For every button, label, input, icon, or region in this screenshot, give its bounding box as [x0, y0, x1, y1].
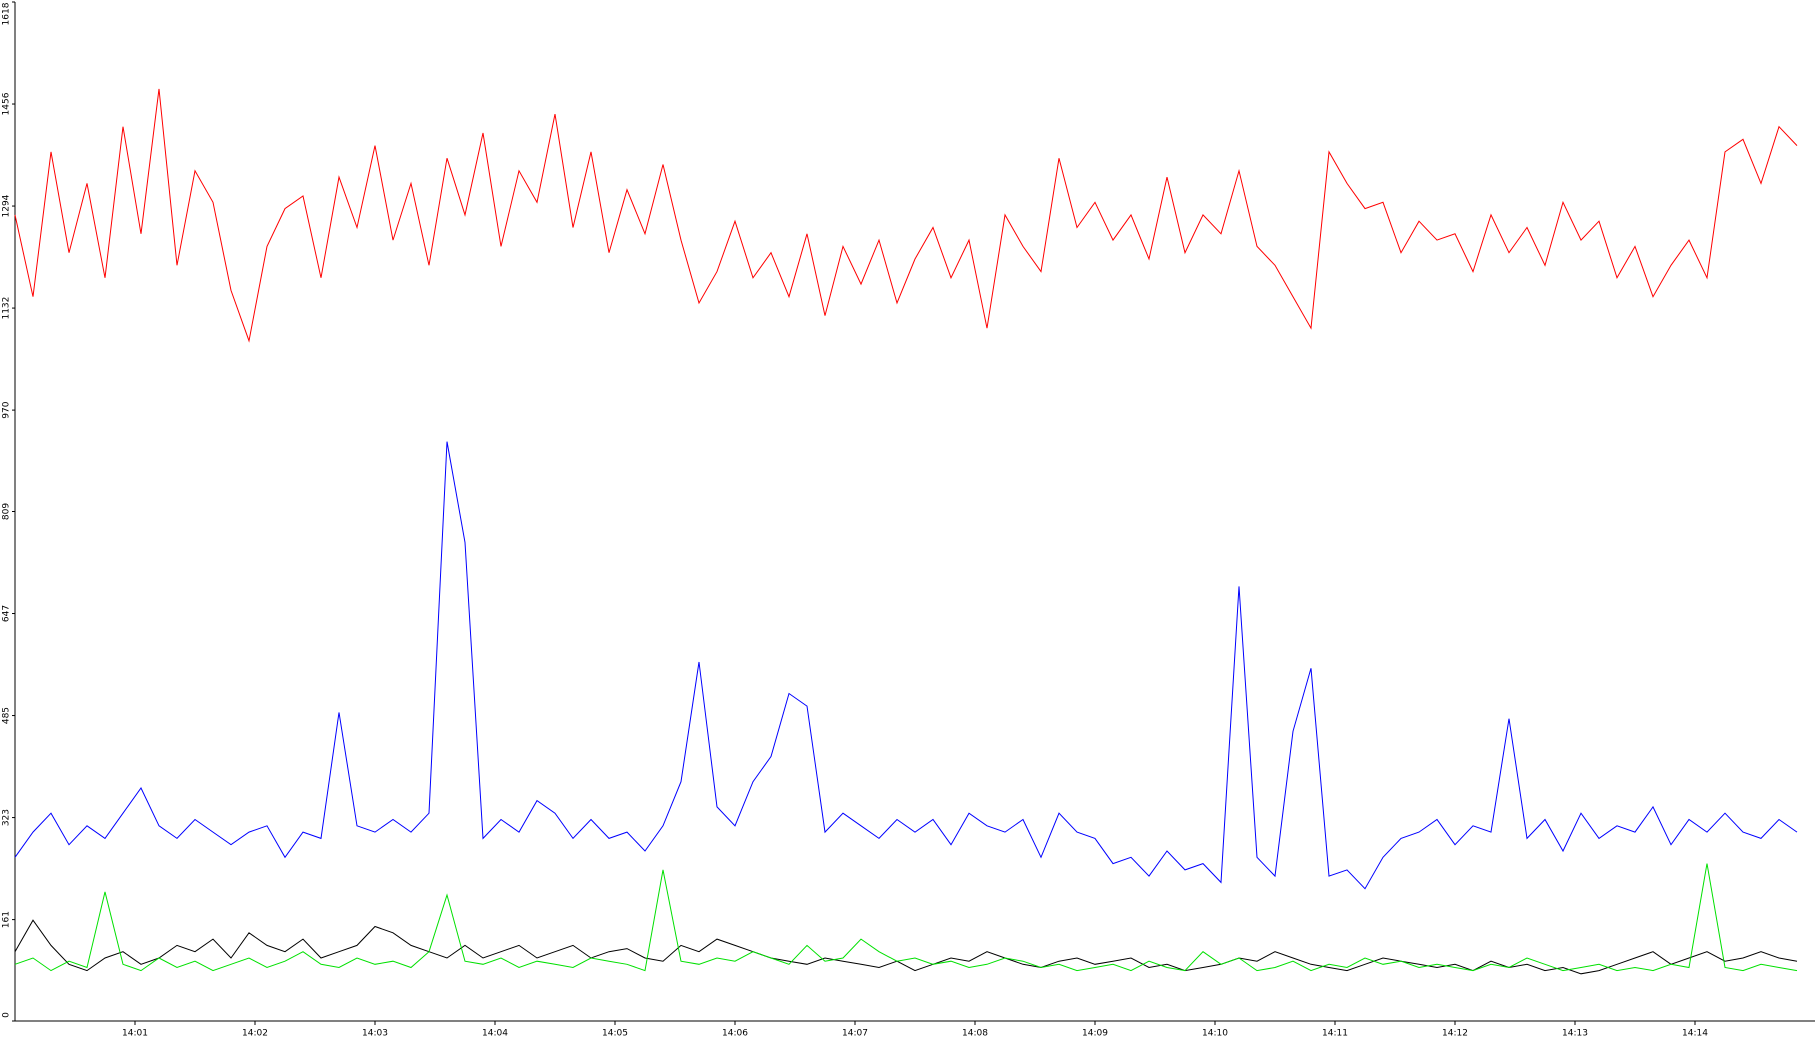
series-line: [14, 919, 1798, 975]
x-tick-label: 14:05: [602, 1029, 628, 1039]
x-tick-label: 14:12: [1442, 1029, 1468, 1039]
x-tick-label: 14:06: [722, 1029, 748, 1039]
series-line: [14, 863, 1798, 972]
x-tick-label: 14:14: [1682, 1029, 1708, 1039]
x-tick-label: 14:11: [1322, 1029, 1348, 1039]
y-tick-label: 1618: [2, 2, 12, 25]
y-tick-label: 1456: [2, 92, 12, 115]
series-line: [14, 441, 1798, 890]
x-tick-label: 14:01: [122, 1029, 148, 1039]
x-tick-label: 14:09: [1082, 1029, 1108, 1039]
x-tick-label: 14:13: [1562, 1029, 1588, 1039]
x-tick-label: 14:03: [362, 1029, 388, 1039]
y-tick-label: 809: [2, 503, 12, 520]
x-tick-label: 14:07: [842, 1029, 868, 1039]
y-tick-label: 323: [2, 809, 12, 826]
y-tick-label: 485: [2, 707, 12, 724]
x-tick-label: 14:04: [482, 1029, 508, 1039]
y-tick-label: 970: [2, 401, 12, 418]
y-tick-label: 1132: [2, 297, 12, 320]
x-tick-label: 14:10: [1202, 1029, 1228, 1039]
x-tick-label: 14:02: [242, 1029, 268, 1039]
y-tick-label: 0: [2, 1012, 12, 1018]
x-tick-label: 14:08: [962, 1029, 988, 1039]
y-tick-label: 161: [2, 911, 12, 928]
series-line: [14, 88, 1798, 343]
y-tick-label: 647: [2, 605, 12, 622]
y-tick-label: 1294: [2, 194, 12, 217]
